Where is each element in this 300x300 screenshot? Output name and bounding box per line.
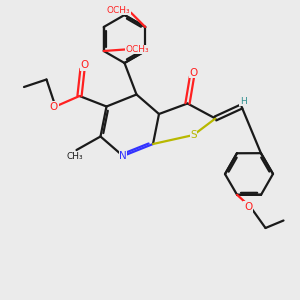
Text: CH₃: CH₃ xyxy=(67,152,83,161)
Text: N: N xyxy=(119,151,127,161)
Text: H: H xyxy=(240,97,246,106)
Text: O: O xyxy=(244,202,252,212)
Text: OCH₃: OCH₃ xyxy=(106,6,130,15)
Text: O: O xyxy=(189,68,198,78)
Text: OCH₃: OCH₃ xyxy=(125,45,149,54)
Text: O: O xyxy=(81,60,89,70)
Text: S: S xyxy=(190,130,197,140)
Text: O: O xyxy=(50,101,58,112)
